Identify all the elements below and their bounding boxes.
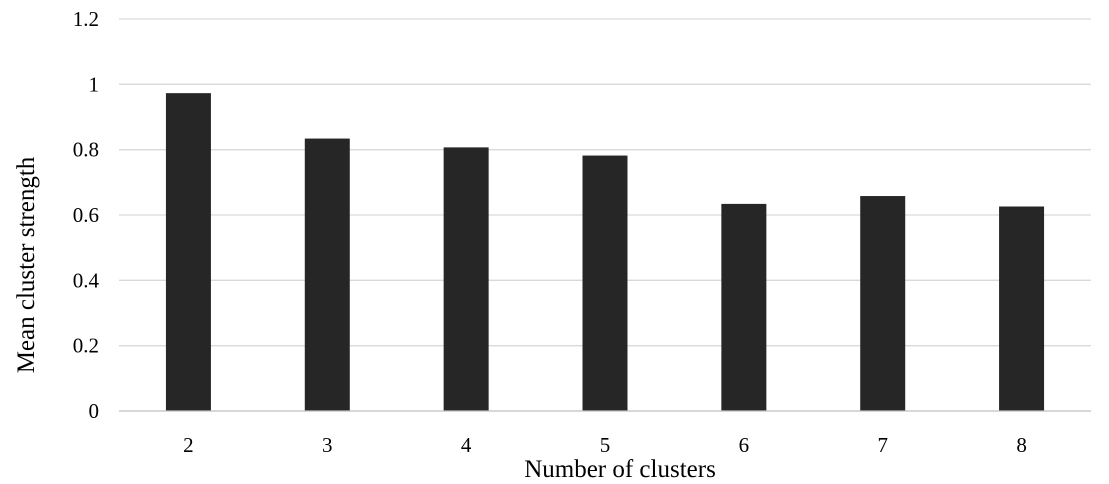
y-tick-label: 0.4 xyxy=(73,268,100,292)
x-tick-label: 7 xyxy=(877,433,888,457)
x-axis-title: Number of clusters xyxy=(524,456,716,483)
x-tick-label: 8 xyxy=(1016,433,1027,457)
bar-6 xyxy=(721,203,767,411)
y-tick-label: 1.2 xyxy=(73,7,99,31)
y-axis-tick-labels: 0 0.2 0.4 0.6 0.8 1 1.2 xyxy=(73,7,100,423)
bar-5 xyxy=(582,155,628,411)
y-tick-label: 0 xyxy=(89,399,100,423)
bar-4 xyxy=(443,147,489,411)
x-axis-tick-labels: 2 3 4 5 6 7 8 xyxy=(183,433,1027,457)
x-tick-label: 5 xyxy=(600,433,611,457)
bar-7 xyxy=(860,196,906,411)
x-tick-label: 4 xyxy=(461,433,472,457)
bar-2 xyxy=(165,93,211,412)
y-axis-title: Mean cluster strength xyxy=(13,156,40,373)
y-tick-label: 0.8 xyxy=(73,138,99,162)
y-tick-label: 0.2 xyxy=(73,334,99,358)
x-tick-label: 3 xyxy=(322,433,333,457)
y-tick-label: 1 xyxy=(89,72,100,96)
bar-3 xyxy=(304,138,350,411)
bar-8 xyxy=(999,206,1045,411)
bars xyxy=(165,93,1045,412)
x-tick-label: 6 xyxy=(739,433,750,457)
x-tick-label: 2 xyxy=(183,433,194,457)
y-tick-label: 0.6 xyxy=(73,203,99,227)
